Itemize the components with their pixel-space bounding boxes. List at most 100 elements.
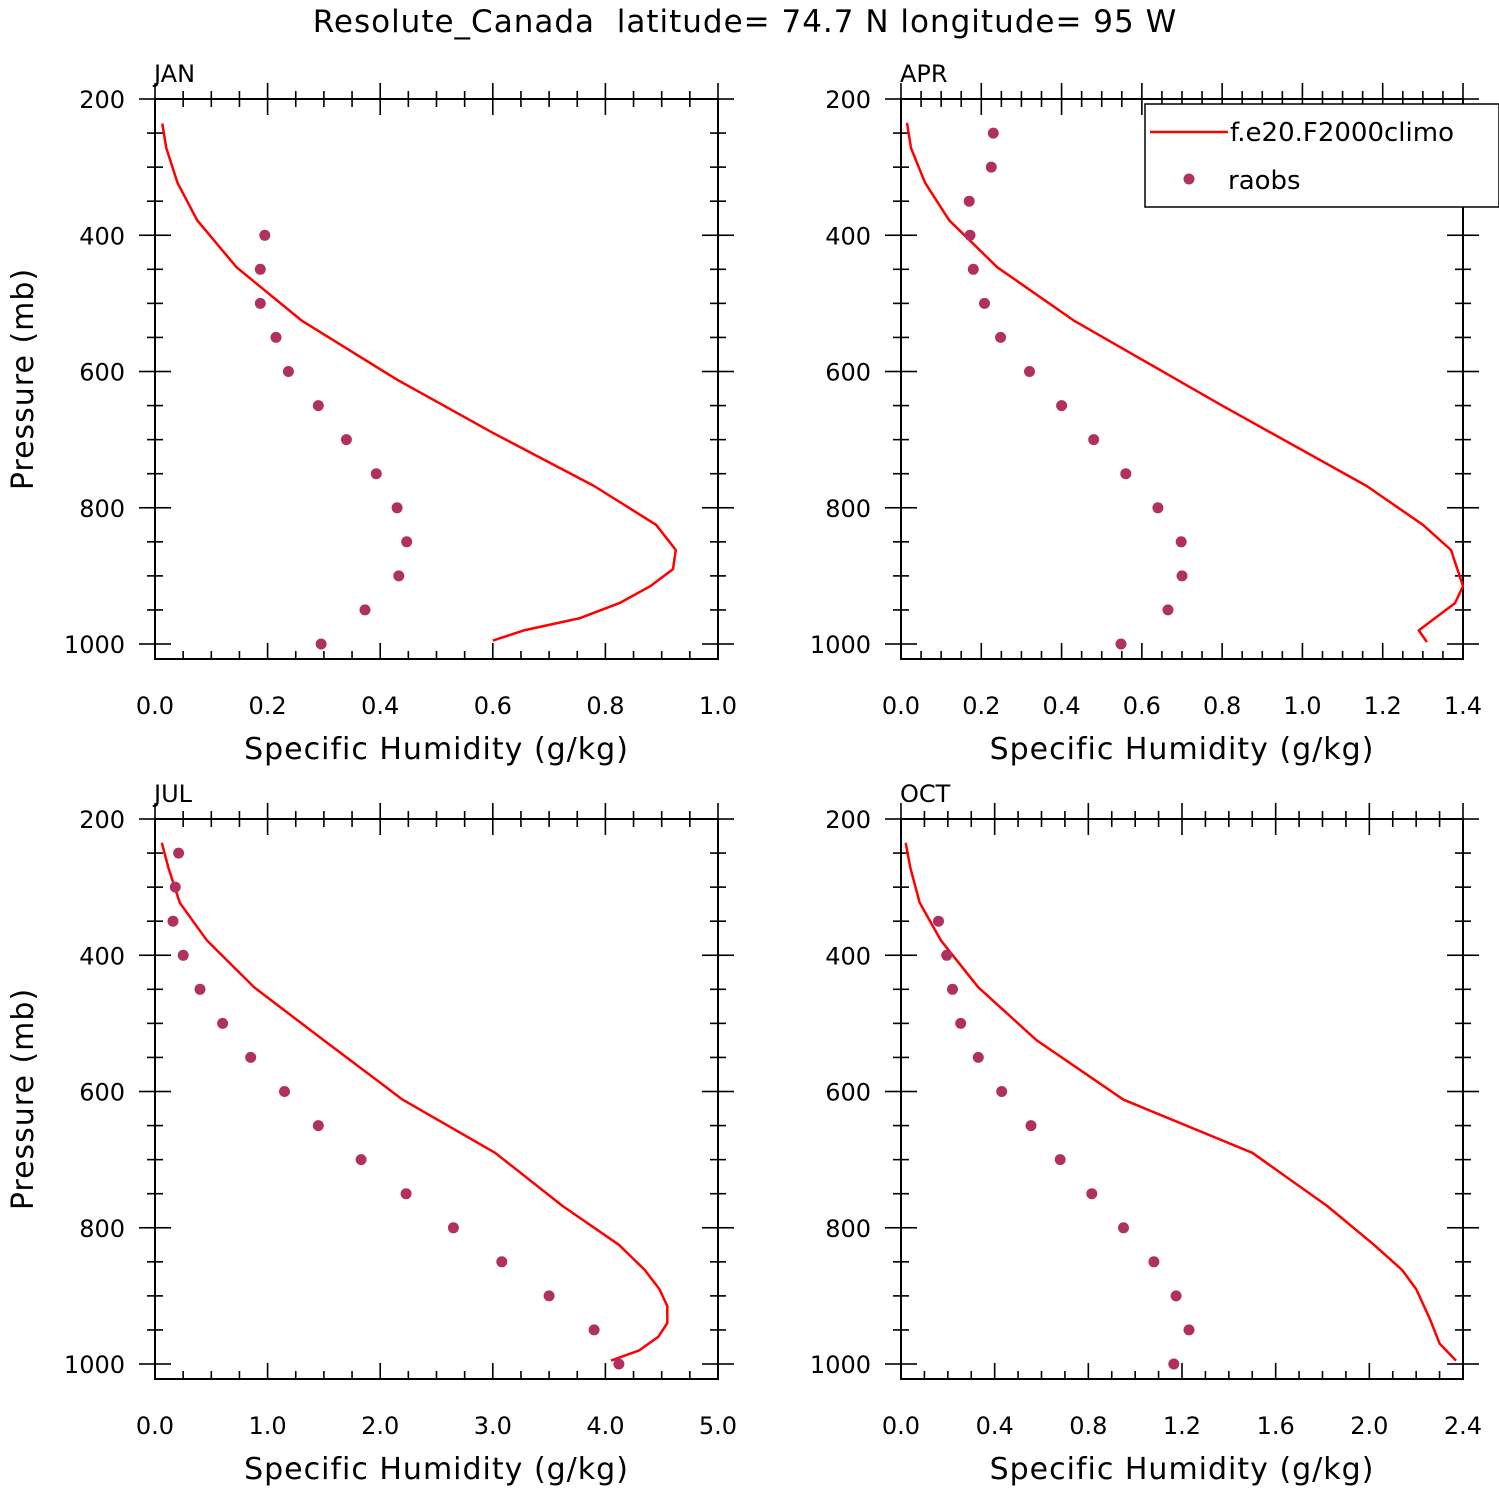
obs-point (393, 570, 405, 582)
obs-point (588, 1324, 600, 1336)
x-tick-label: 2.0 (1350, 1412, 1388, 1440)
y-tick-label: 200 (825, 86, 871, 114)
obs-point (933, 915, 944, 927)
obs-point (941, 949, 953, 961)
y-tick-label: 600 (79, 359, 125, 387)
obs-point (1152, 502, 1164, 514)
obs-point (312, 1120, 324, 1132)
y-tick-label: 400 (825, 942, 871, 970)
obs-point (1183, 1324, 1195, 1336)
x-tick-label: 0.4 (1042, 692, 1080, 720)
x-tick-label: 0.2 (249, 692, 287, 720)
x-axis-label: Specific Humidity (g/kg) (990, 1452, 1375, 1487)
y-tick-label: 1000 (64, 631, 125, 659)
obs-point (1120, 468, 1132, 480)
obs-point (955, 1017, 967, 1029)
x-axis-label: Specific Humidity (g/kg) (990, 732, 1375, 767)
x-tick-label: 3.0 (474, 1412, 512, 1440)
obs-point (282, 366, 294, 377)
x-tick-label: 0.0 (882, 1412, 920, 1440)
x-tick-label: 1.0 (699, 692, 737, 720)
y-tick-label: 1000 (810, 631, 871, 659)
model-line (160, 842, 669, 1362)
y-tick-label: 400 (79, 942, 125, 970)
y-axis-label: Pressure (mb) (6, 268, 41, 490)
y-tick-label: 800 (79, 1215, 125, 1243)
model-line (161, 123, 678, 642)
x-axis-label: Specific Humidity (g/kg) (244, 732, 629, 767)
legend-model-label: f.e20.F2000climo (1230, 118, 1454, 148)
obs-point (169, 881, 181, 893)
obs-point (1176, 570, 1188, 582)
panel-jul: JUL 200 400 600 800 1000 0.0 1.0 2.0 3.0 4.0 5.0 Spe… (6, 780, 737, 1487)
obs-point (1086, 1188, 1098, 1200)
obs-point (167, 915, 179, 927)
plot-frame (154, 98, 719, 660)
y-tick-label: 600 (79, 1079, 125, 1107)
y-tick-label: 1000 (810, 1351, 871, 1379)
x-tick-label: 2.4 (1444, 1412, 1482, 1440)
obs-point (987, 127, 999, 139)
obs-point (1162, 604, 1174, 616)
obs-point (967, 263, 979, 275)
x-tick-label: 0.8 (1069, 1412, 1107, 1440)
obs-point (1025, 1120, 1037, 1132)
obs-point (259, 229, 271, 241)
obs-point (496, 1256, 508, 1268)
obs-point (1170, 1290, 1182, 1302)
legend-box (1144, 103, 1499, 208)
obs-point (254, 297, 266, 309)
x-tick-label: 0.4 (976, 1412, 1014, 1440)
obs-point (177, 949, 189, 961)
panel-label: JAN (152, 60, 195, 88)
x-tick-label: 1.0 (1283, 692, 1321, 720)
obs-point (315, 638, 327, 650)
obs-point (964, 229, 976, 241)
obs-point (355, 1154, 367, 1166)
y-tick-label: 800 (79, 495, 125, 523)
legend-obs-dot (1183, 173, 1195, 185)
x-axis-label: Specific Humidity (g/kg) (244, 1452, 629, 1487)
obs-point (995, 331, 1007, 343)
x-tick-label: 0.0 (882, 692, 920, 720)
obs-point (963, 195, 975, 207)
x-tick-label: 0.6 (1123, 692, 1161, 720)
obs-point (359, 604, 371, 616)
model-line (904, 842, 1457, 1362)
x-tick-label: 0.8 (1203, 692, 1241, 720)
obs-point (340, 434, 352, 446)
x-tick-label: 1.2 (1163, 1412, 1201, 1440)
y-tick-label: 800 (825, 495, 871, 523)
x-tick-label: 0.0 (136, 1412, 174, 1440)
x-tick-label: 4.0 (586, 1412, 624, 1440)
panels: JAN 200 400 600 800 1000 0.0 0.2 0.4 0.6 0.8 1.0 Spe… (6, 60, 1482, 1487)
x-tick-label: 0.8 (586, 692, 624, 720)
obs-point (996, 1086, 1008, 1097)
obs-point (1148, 1256, 1160, 1268)
obs-point (1088, 434, 1100, 446)
obs-point (312, 400, 324, 412)
x-tick-label: 1.4 (1444, 692, 1482, 720)
panel-oct: OCT 200 400 600 800 1000 0.0 0.4 0.8 1.2 1.6 2.0 2.4… (810, 780, 1482, 1487)
legend: f.e20.F2000climo raobs (1144, 103, 1499, 208)
legend-obs-label: raobs (1228, 166, 1301, 196)
obs-point (1024, 366, 1035, 377)
y-tick-label: 200 (79, 86, 125, 114)
obs-point (217, 1017, 229, 1029)
x-tick-label: 0.4 (361, 692, 399, 720)
y-tick-label: 400 (79, 222, 125, 250)
x-tick-label: 1.2 (1364, 692, 1402, 720)
obs-point (270, 331, 282, 343)
obs-point (279, 1086, 290, 1097)
y-tick-label: 600 (825, 359, 871, 387)
obs-point (985, 161, 997, 173)
y-tick-label: 400 (825, 222, 871, 250)
x-tick-label: 2.0 (361, 1412, 399, 1440)
obs-point (245, 1051, 257, 1063)
obs-point (254, 263, 266, 275)
obs-point (979, 297, 990, 309)
y-tick-label: 1000 (64, 1351, 125, 1379)
plot-frame (900, 818, 1464, 1380)
obs-point (1175, 536, 1187, 548)
